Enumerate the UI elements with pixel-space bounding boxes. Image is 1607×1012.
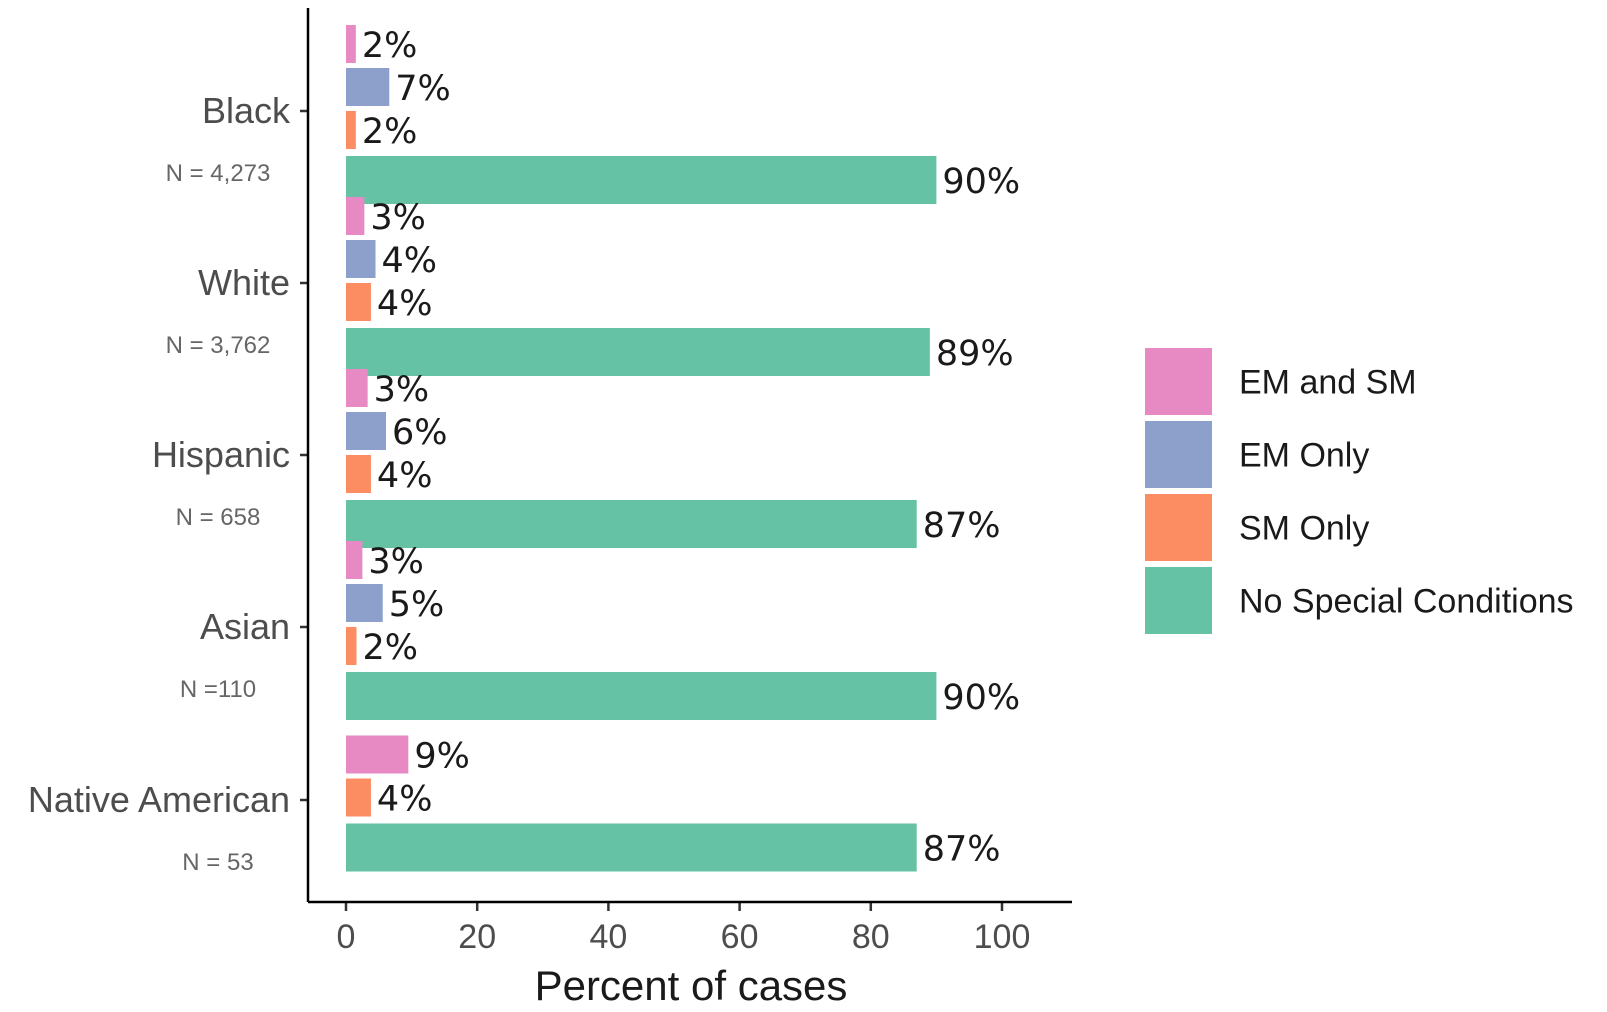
category-n-label: N = 658 bbox=[176, 504, 261, 531]
legend-label: EM and SM bbox=[1239, 364, 1417, 402]
legend-label: EM Only bbox=[1239, 437, 1369, 475]
bar-data-label: 7% bbox=[395, 69, 451, 109]
bar-data-label: 4% bbox=[377, 456, 433, 496]
x-tick-label: 100 bbox=[974, 918, 1031, 956]
plot-area: 2%7%2%90%3%4%4%89%3%6%4%87%3%5%2%90%9%4%… bbox=[346, 25, 1020, 872]
x-tick-label: 40 bbox=[589, 918, 627, 956]
bar-data-label: 2% bbox=[362, 26, 418, 66]
bar-data-label: 87% bbox=[923, 506, 1001, 546]
category-label: Asian bbox=[200, 606, 290, 647]
x-tick-label: 0 bbox=[337, 918, 356, 956]
bar-data-label: 2% bbox=[362, 628, 418, 668]
bar-hispanic-sm-only bbox=[346, 455, 371, 493]
x-tick-label: 80 bbox=[852, 918, 890, 956]
category-n-label: N = 53 bbox=[182, 849, 253, 876]
bar-data-label: 5% bbox=[389, 585, 445, 625]
category-label: Black bbox=[202, 90, 291, 131]
bar-data-label: 4% bbox=[382, 241, 438, 281]
bar-data-label: 90% bbox=[942, 678, 1020, 718]
bar-data-label: 6% bbox=[392, 413, 448, 453]
x-axis-ticks: 0 20 40 60 80 100 bbox=[337, 902, 1031, 956]
bar-white-sm-only bbox=[346, 283, 371, 321]
bar-native-american-no-special-conditions bbox=[346, 823, 917, 872]
bar-white-em-and-sm bbox=[346, 197, 365, 235]
bar-data-label: 4% bbox=[377, 780, 433, 820]
legend-swatch-sm-only bbox=[1145, 494, 1212, 561]
category-n-label: N =110 bbox=[180, 676, 256, 703]
bar-data-label: 3% bbox=[370, 198, 426, 238]
legend-swatch-em-and-sm bbox=[1145, 348, 1212, 415]
bar-data-label: 89% bbox=[936, 334, 1014, 374]
category-n-label: N = 3,762 bbox=[166, 332, 271, 359]
bar-native-american-sm-only bbox=[346, 778, 371, 817]
legend-swatch-no-special-conditions bbox=[1145, 567, 1212, 634]
legend-label: No Special Conditions bbox=[1239, 583, 1574, 621]
bar-black-no-special-conditions bbox=[346, 156, 937, 204]
bar-black-sm-only bbox=[346, 111, 356, 149]
x-tick-label: 60 bbox=[721, 918, 759, 956]
bar-data-label: 87% bbox=[923, 830, 1001, 870]
category-label: Hispanic bbox=[152, 434, 290, 475]
bar-hispanic-em-only bbox=[346, 412, 387, 450]
bar-white-no-special-conditions bbox=[346, 328, 930, 376]
category-n-label: N = 4,273 bbox=[166, 160, 271, 187]
legend: EM and SM EM Only SM Only No Special Condit… bbox=[1145, 348, 1574, 634]
bar-data-label: 4% bbox=[377, 284, 433, 324]
bar-data-label: 9% bbox=[414, 737, 470, 777]
bar-asian-sm-only bbox=[346, 627, 357, 665]
bar-asian-em-and-sm bbox=[346, 541, 363, 579]
bar-native-american-em-and-sm bbox=[346, 735, 409, 774]
bar-hispanic-no-special-conditions bbox=[346, 500, 917, 548]
category-label: White bbox=[198, 262, 290, 303]
bar-asian-no-special-conditions bbox=[346, 672, 937, 720]
bar-asian-em-only bbox=[346, 584, 383, 622]
bar-data-label: 3% bbox=[374, 370, 430, 410]
x-tick-label: 20 bbox=[458, 918, 496, 956]
legend-swatch-em-only bbox=[1145, 421, 1212, 488]
category-label: Native American bbox=[28, 779, 290, 820]
bar-black-em-and-sm bbox=[346, 25, 356, 63]
legend-label: SM Only bbox=[1239, 510, 1369, 548]
bar-white-em-only bbox=[346, 240, 376, 278]
bar-black-em-only bbox=[346, 68, 390, 106]
bar-data-label: 2% bbox=[362, 112, 418, 152]
bar-data-label: 90% bbox=[942, 162, 1020, 202]
x-axis-title: Percent of cases bbox=[535, 962, 848, 1009]
bar-data-label: 3% bbox=[368, 542, 424, 582]
bar-hispanic-em-and-sm bbox=[346, 369, 368, 407]
category-labels: Black N = 4,273 White N = 3,762 Hispanic N = … bbox=[28, 90, 308, 876]
